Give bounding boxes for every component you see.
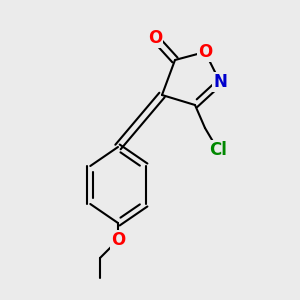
Text: Cl: Cl <box>209 141 227 159</box>
Text: N: N <box>213 73 227 91</box>
Text: O: O <box>148 29 162 47</box>
Text: O: O <box>111 231 125 249</box>
Text: O: O <box>198 43 212 61</box>
